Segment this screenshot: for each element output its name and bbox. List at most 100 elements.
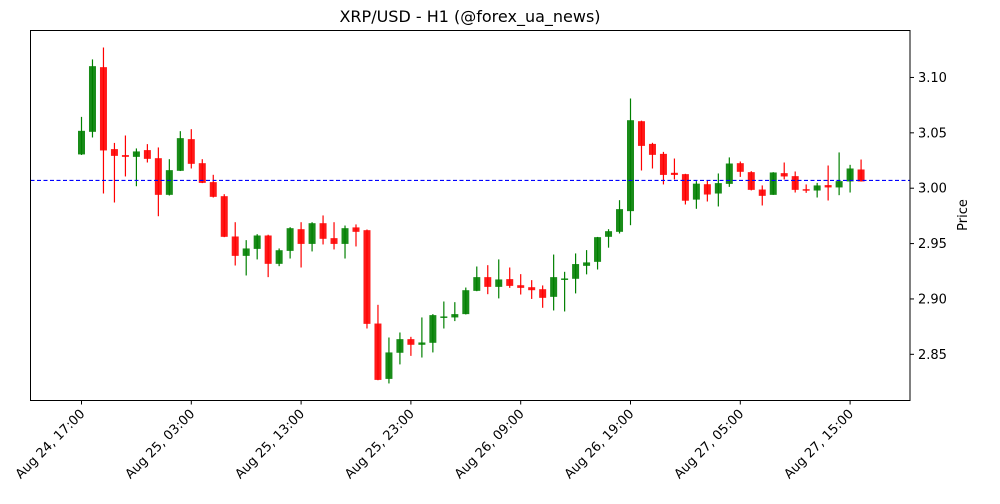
candle-bullish — [451, 302, 459, 322]
candle-body — [725, 163, 733, 184]
candle-bullish — [769, 172, 777, 195]
candle-bullish — [714, 173, 722, 207]
candle-body — [308, 223, 316, 244]
candle-body — [594, 237, 602, 262]
candle-body — [703, 184, 711, 195]
candle-body — [462, 290, 470, 315]
candle-bearish — [857, 159, 865, 182]
candle-body — [681, 174, 689, 201]
candle-body — [637, 121, 645, 146]
candle-bullish — [725, 157, 733, 187]
candle-bearish — [528, 280, 536, 299]
candle-body — [517, 285, 525, 288]
y-tick-label: 3.00 — [918, 182, 947, 197]
candle-bearish — [747, 171, 755, 191]
candle-bearish — [659, 151, 667, 185]
candle-body — [813, 185, 821, 191]
candle-body — [385, 352, 393, 379]
candle-bullish — [495, 259, 503, 299]
candle-bullish — [341, 225, 349, 259]
candle-body — [857, 169, 865, 182]
candle-body — [110, 149, 118, 156]
candle-body — [802, 189, 810, 191]
candle-bearish — [637, 120, 645, 171]
candle-bearish — [143, 144, 151, 163]
candle-bearish — [264, 234, 272, 278]
candle-bullish — [253, 234, 261, 260]
candle-bullish — [692, 181, 700, 209]
candle-bullish — [396, 332, 404, 365]
candle-bullish — [594, 236, 602, 270]
candle-body — [495, 279, 503, 287]
candle-body — [670, 172, 678, 175]
candle-body — [209, 182, 217, 197]
candle-body — [484, 277, 492, 287]
candle-body — [253, 235, 261, 249]
candle-body — [835, 181, 843, 188]
candle-body — [583, 262, 591, 266]
candle-bearish — [121, 135, 129, 177]
candle-bullish — [165, 159, 173, 196]
candle-bearish — [110, 142, 118, 203]
candle-bearish — [780, 162, 788, 180]
candle-bullish — [88, 59, 96, 138]
candle-bullish — [275, 248, 283, 267]
candle-body — [352, 227, 360, 232]
candle-body — [791, 176, 799, 190]
candle-body — [616, 209, 624, 232]
candle-body — [407, 339, 415, 345]
chart-title: XRP/USD - H1 (@forex_ua_news) — [339, 7, 600, 27]
candle-body — [363, 230, 371, 324]
candle-bearish — [319, 215, 327, 245]
candle-bearish — [824, 165, 832, 201]
candle-bullish — [813, 182, 821, 198]
candle-body — [319, 223, 327, 239]
candle-bearish — [220, 194, 228, 238]
candle-bullish — [627, 98, 634, 226]
candle-body — [297, 229, 305, 244]
candle-bullish — [473, 266, 481, 292]
candle-bullish — [308, 222, 316, 252]
candle-body — [506, 279, 514, 286]
candle-bearish — [758, 185, 766, 206]
candle-bullish — [846, 164, 854, 193]
candle-bearish — [297, 222, 305, 268]
candle-body — [659, 153, 667, 175]
candle-bearish — [330, 222, 338, 250]
candle-bearish — [363, 229, 371, 329]
candle-body — [736, 163, 744, 172]
candle-body — [78, 130, 85, 155]
candle-bearish — [198, 159, 206, 184]
candle-bearish — [648, 142, 656, 169]
y-tick-label: 2.85 — [918, 348, 947, 363]
candle-bearish — [791, 171, 799, 193]
candle-body — [220, 196, 228, 237]
plot-area-frame — [30, 30, 911, 401]
candle-bearish — [506, 267, 514, 288]
candle-bullish — [605, 229, 613, 248]
candle-bullish — [616, 200, 624, 234]
candle-body — [824, 185, 832, 188]
candle-bullish — [835, 152, 843, 196]
y-tick-label: 3.05 — [918, 126, 947, 141]
candle-body — [231, 236, 239, 256]
candle-bullish — [561, 271, 569, 312]
candle-bullish — [583, 250, 591, 275]
y-tick-label: 3.10 — [918, 71, 947, 86]
candle-body — [198, 163, 206, 183]
candle-body — [143, 150, 151, 159]
candle-body — [627, 120, 634, 212]
candle-bearish — [99, 47, 107, 194]
y-axis-label: Price — [956, 199, 971, 231]
candle-bearish — [517, 274, 525, 295]
candle-body — [286, 228, 294, 251]
candle-body — [539, 289, 547, 298]
candle-body — [418, 342, 426, 345]
candle-bearish — [703, 180, 711, 202]
candle-body — [769, 172, 777, 195]
candle-body — [550, 277, 558, 297]
candle-bullish — [572, 253, 580, 294]
